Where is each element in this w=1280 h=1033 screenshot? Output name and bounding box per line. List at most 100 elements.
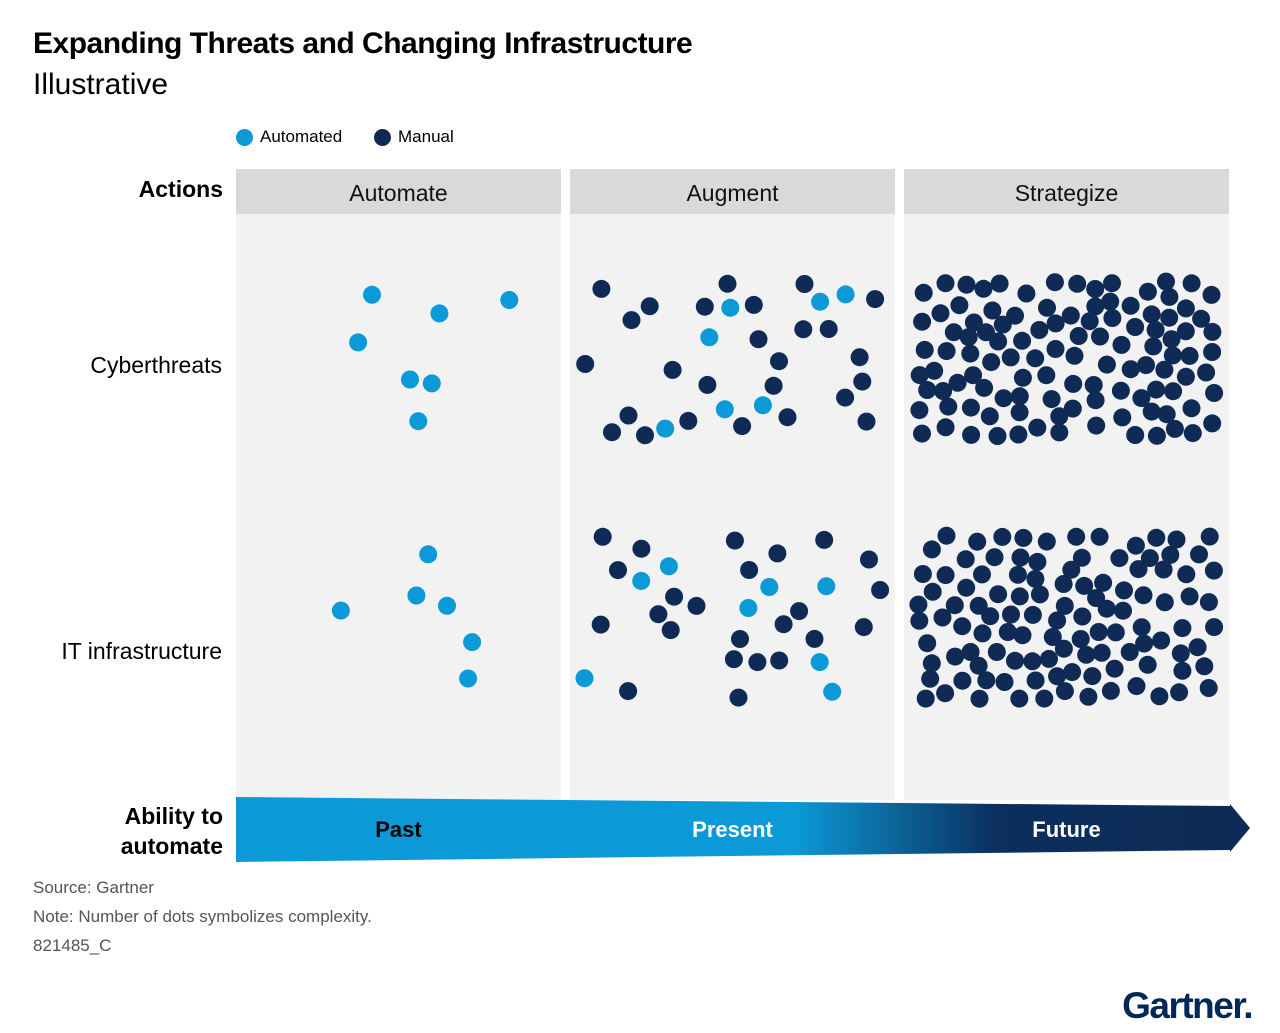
dot-manual-it-infrastructure-strategize-91 — [1010, 587, 1029, 606]
dot-manual-it-infrastructure-strategize-106 — [1087, 589, 1106, 608]
row-label-cyberthreats: Cyberthreats — [90, 352, 222, 378]
dot-manual-cyberthreats-strategize-49 — [915, 340, 934, 359]
dot-manual-cyberthreats-strategize-72 — [1065, 346, 1084, 365]
action-label-augment: Augment — [686, 180, 779, 206]
dot-manual-it-infrastructure-strategize-79 — [1054, 639, 1073, 658]
dot-manual-cyberthreats-strategize-109 — [934, 382, 953, 400]
dot-manual-it-infrastructure-strategize-58 — [989, 585, 1008, 604]
dot-manual-cyberthreats-augment-15 — [850, 348, 869, 367]
dot-manual-cyberthreats-strategize-26 — [1126, 426, 1145, 444]
dot-manual-it-infrastructure-strategize-37 — [969, 656, 988, 675]
dot-manual-it-infrastructure-augment-25 — [731, 630, 749, 648]
action-label-automate: Automate — [349, 180, 447, 206]
dot-manual-cyberthreats-strategize-69 — [957, 275, 976, 294]
dot-manual-it-infrastructure-augment-21 — [790, 602, 809, 621]
dot-manual-it-infrastructure-strategize-60 — [968, 532, 987, 551]
dot-manual-cyberthreats-strategize-105 — [1163, 346, 1182, 365]
dot-manual-cyberthreats-augment-23 — [764, 376, 783, 395]
dot-manual-cyberthreats-strategize-45 — [1013, 331, 1032, 350]
dot-manual-cyberthreats-strategize-107 — [993, 315, 1012, 334]
dot-manual-it-infrastructure-strategize-19 — [1110, 549, 1129, 568]
dot-manual-cyberthreats-strategize-34 — [1086, 391, 1105, 410]
dot-manual-cyberthreats-strategize-71 — [1147, 426, 1166, 445]
dot-manual-cyberthreats-strategize-90 — [1046, 314, 1065, 333]
dot-manual-cyberthreats-strategize-64 — [914, 283, 933, 302]
dot-manual-cyberthreats-strategize-99 — [1137, 356, 1155, 375]
dot-manual-it-infrastructure-strategize-4 — [933, 608, 952, 627]
dot-manual-cyberthreats-strategize-20 — [1112, 335, 1131, 354]
dot-manual-cyberthreats-strategize-3 — [931, 304, 950, 323]
dot-manual-cyberthreats-strategize-5 — [1142, 305, 1161, 324]
dot-manual-cyberthreats-augment-7 — [744, 295, 763, 314]
dot-manual-cyberthreats-strategize-6 — [1182, 399, 1201, 418]
dot-manual-cyberthreats-augment-17 — [698, 375, 717, 394]
dot-manual-cyberthreats-strategize-98 — [910, 366, 929, 385]
dot-manual-cyberthreats-strategize-10 — [983, 301, 1002, 320]
dot-automated-cyberthreats-automate-3 — [349, 333, 368, 352]
dot-automated-it-infrastructure-automate-0 — [419, 545, 438, 564]
dot-manual-it-infrastructure-strategize-41 — [1115, 581, 1133, 600]
dot-manual-it-infrastructure-strategize-49 — [993, 527, 1012, 546]
dot-manual-it-infrastructure-augment-16 — [871, 581, 890, 599]
dot-manual-cyberthreats-strategize-82 — [1084, 376, 1103, 394]
dot-manual-it-infrastructure-strategize-26 — [1071, 630, 1090, 648]
dot-manual-it-infrastructure-strategize-53 — [970, 689, 989, 708]
dot-manual-it-infrastructure-augment-23 — [632, 539, 651, 558]
dot-manual-cyberthreats-strategize-81 — [974, 279, 993, 298]
dot-manual-it-infrastructure-strategize-47 — [1155, 593, 1174, 612]
dot-manual-cyberthreats-augment-21 — [695, 297, 714, 316]
dot-manual-it-infrastructure-strategize-0 — [1014, 528, 1033, 547]
dot-manual-cyberthreats-strategize-101 — [1160, 308, 1179, 327]
dot-manual-it-infrastructure-strategize-34 — [1063, 663, 1082, 682]
dot-manual-it-infrastructure-strategize-64 — [1127, 677, 1146, 696]
dot-automated-it-infrastructure-augment-29 — [817, 577, 836, 596]
dot-manual-it-infrastructure-strategize-9 — [1126, 536, 1145, 555]
dot-manual-it-infrastructure-strategize-45 — [1002, 605, 1020, 624]
dot-manual-cyberthreats-strategize-21 — [1202, 285, 1221, 304]
gartner-logo: Gartner. — [1122, 985, 1253, 1026]
dot-manual-cyberthreats-augment-14 — [663, 360, 682, 379]
dot-manual-it-infrastructure-strategize-44 — [995, 673, 1014, 691]
dot-manual-cyberthreats-strategize-53 — [1087, 416, 1106, 435]
dot-manual-it-infrastructure-strategize-92 — [1135, 634, 1154, 653]
dot-manual-it-infrastructure-strategize-75 — [1067, 527, 1086, 546]
dot-automated-cyberthreats-augment-19 — [715, 400, 734, 419]
dot-manual-cyberthreats-augment-27 — [733, 417, 752, 436]
dot-manual-it-infrastructure-augment-14 — [740, 561, 759, 579]
dot-manual-cyberthreats-strategize-30 — [913, 424, 931, 443]
dot-automated-cyberthreats-augment-1 — [811, 292, 830, 311]
dot-manual-it-infrastructure-strategize-50 — [918, 634, 937, 653]
panel-augment — [570, 169, 895, 800]
dot-manual-cyberthreats-augment-5 — [770, 352, 788, 371]
dot-manual-it-infrastructure-strategize-18 — [936, 566, 955, 585]
dot-manual-it-infrastructure-strategize-76 — [1094, 573, 1113, 592]
dot-manual-cyberthreats-strategize-79 — [950, 296, 969, 315]
figure-id: 821485_C — [33, 936, 112, 955]
dot-manual-cyberthreats-strategize-35 — [961, 344, 980, 363]
dot-manual-it-infrastructure-augment-6 — [815, 530, 834, 549]
dot-manual-cyberthreats-strategize-29 — [975, 378, 994, 397]
dot-manual-it-infrastructure-strategize-57 — [1154, 560, 1173, 579]
panel-header-strategize — [904, 169, 1229, 214]
dot-manual-it-infrastructure-strategize-55 — [1152, 631, 1171, 650]
dot-manual-it-infrastructure-strategize-77 — [1040, 649, 1058, 668]
dot-manual-cyberthreats-strategize-52 — [1164, 382, 1183, 401]
panel-header-augment — [570, 169, 895, 214]
dot-manual-it-infrastructure-augment-1 — [649, 605, 668, 624]
dot-manual-it-infrastructure-augment-27 — [593, 527, 612, 546]
dot-manual-cyberthreats-strategize-40 — [948, 373, 967, 392]
legend-label-automated: Automated — [260, 127, 343, 146]
dot-manual-it-infrastructure-augment-22 — [661, 621, 680, 640]
dot-manual-cyberthreats-strategize-0 — [961, 398, 980, 417]
dot-manual-it-infrastructure-augment-28 — [591, 615, 610, 634]
dot-manual-cyberthreats-strategize-61 — [1086, 297, 1105, 316]
dot-manual-cyberthreats-strategize-23 — [944, 323, 963, 342]
dot-manual-it-infrastructure-strategize-66 — [909, 595, 928, 614]
dot-manual-cyberthreats-augment-4 — [853, 372, 872, 391]
dot-manual-cyberthreats-strategize-100 — [1162, 330, 1181, 349]
dot-manual-cyberthreats-augment-0 — [836, 388, 855, 407]
dot-manual-it-infrastructure-augment-9 — [854, 618, 873, 637]
dot-automated-it-infrastructure-augment-31 — [632, 571, 651, 590]
dot-automated-cyberthreats-automate-4 — [363, 285, 381, 304]
dot-manual-it-infrastructure-strategize-85 — [973, 565, 991, 584]
